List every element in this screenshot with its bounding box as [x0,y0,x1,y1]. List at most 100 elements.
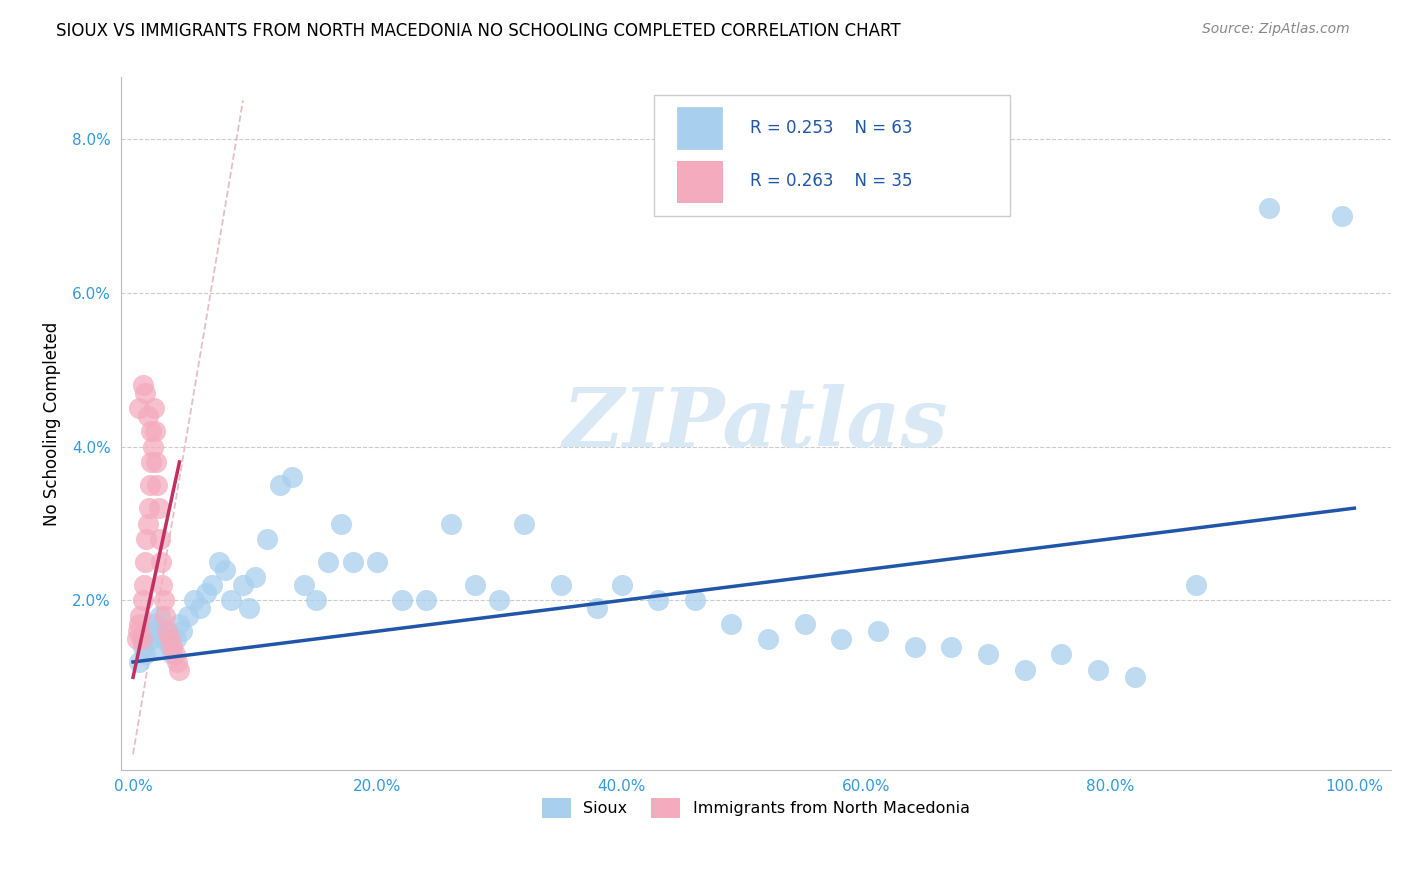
Point [1184,578,1206,592]
Point [132,578,155,592]
Point [142,401,165,416]
Point [150,555,173,569]
Point [159,640,181,654]
Point [136,516,159,531]
Point [214,563,236,577]
Point [904,640,927,654]
Point [183,593,205,607]
Point [170,624,193,639]
Point [128,655,150,669]
Point [141,455,163,469]
Bar [678,161,721,202]
Point [141,632,163,646]
Point [232,578,254,592]
Point [1050,648,1073,662]
Point [793,616,815,631]
Point [342,555,364,569]
Point [125,632,148,646]
Point [138,501,160,516]
Point [142,440,165,454]
Point [132,378,155,392]
Point [586,601,609,615]
Point [488,593,510,607]
Point [160,640,183,654]
Point [941,640,963,654]
Point [1123,670,1146,684]
Point [439,516,461,531]
Point [415,593,437,607]
Point [150,578,173,592]
Bar [678,107,721,149]
Point [139,478,162,492]
Point [146,624,169,639]
Point [329,516,352,531]
Point [269,478,291,492]
Point [207,555,229,569]
Point [143,424,166,438]
Point [756,632,779,646]
Point [292,578,315,592]
Y-axis label: No Schooling Completed: No Schooling Completed [44,321,60,525]
Point [243,570,266,584]
Point [720,616,742,631]
Point [830,632,852,646]
Point [256,532,278,546]
FancyBboxPatch shape [654,95,1010,216]
Point [153,608,176,623]
Point [219,593,242,607]
Point [134,555,156,569]
Point [128,616,150,631]
Point [132,640,155,654]
Point [195,586,218,600]
Point [977,648,1000,662]
Point [145,455,167,469]
Point [464,578,486,592]
Point [134,385,156,400]
Point [127,624,149,639]
Text: R = 0.263    N = 35: R = 0.263 N = 35 [749,172,912,190]
Point [513,516,536,531]
Point [131,632,153,646]
Point [146,478,169,492]
Point [366,555,388,569]
Point [131,632,153,646]
Point [1014,663,1036,677]
Point [169,616,191,631]
Point [149,608,172,623]
Point [305,593,328,607]
Point [169,663,191,677]
Point [143,640,166,654]
Text: ZIPatlas: ZIPatlas [564,384,949,464]
Point [136,624,159,639]
Point [610,578,633,592]
Point [152,632,174,646]
Point [132,593,155,607]
Text: R = 0.253    N = 63: R = 0.253 N = 63 [749,119,912,137]
Point [142,616,165,631]
Point [165,632,187,646]
Point [201,578,224,592]
Point [238,601,260,615]
Point [1087,663,1109,677]
Point [166,655,188,669]
Point [318,555,340,569]
Point [136,409,159,423]
Point [160,648,183,662]
Point [281,470,304,484]
Point [156,624,179,639]
Point [647,593,669,607]
Point [1331,209,1354,223]
Point [135,532,157,546]
Point [391,593,413,607]
Point [1257,201,1279,215]
Point [163,648,186,662]
Text: Source: ZipAtlas.com: Source: ZipAtlas.com [1202,22,1350,37]
Point [149,532,172,546]
Point [152,593,174,607]
Point [866,624,889,639]
Point [148,501,170,516]
Point [188,601,211,615]
Legend: Sioux, Immigrants from North Macedonia: Sioux, Immigrants from North Macedonia [536,792,976,824]
Point [156,624,179,639]
Point [159,632,181,646]
